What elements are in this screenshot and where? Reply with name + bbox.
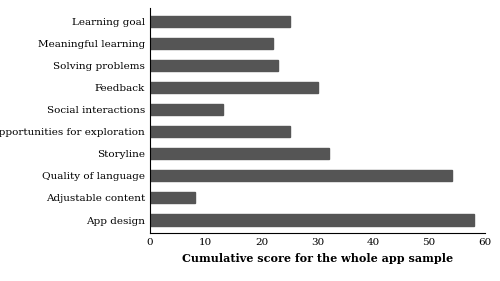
Bar xyxy=(150,16,290,27)
Bar xyxy=(150,60,278,71)
Bar xyxy=(150,148,328,159)
Bar xyxy=(150,104,222,115)
X-axis label: Cumulative score for the whole app sample: Cumulative score for the whole app sampl… xyxy=(182,253,453,264)
Bar xyxy=(150,38,273,49)
Bar xyxy=(150,214,474,226)
Bar xyxy=(150,126,290,137)
Bar xyxy=(150,82,318,93)
Bar xyxy=(150,192,194,203)
Bar xyxy=(150,170,452,182)
